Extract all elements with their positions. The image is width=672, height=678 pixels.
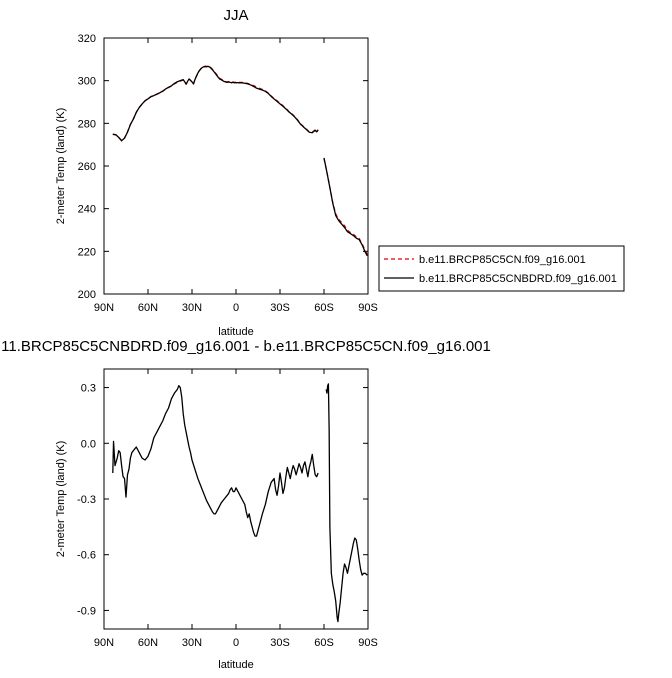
y-tick-label: 0.3 (81, 383, 96, 395)
x-tick-label: 30S (270, 637, 290, 649)
y-tick-label: 240 (78, 204, 96, 216)
x-tick-label: 60S (314, 302, 334, 314)
bottom-chart-x-axis-label: latitude (218, 659, 253, 671)
y-tick-label: -0.3 (77, 494, 96, 506)
y-tick-label: 300 (78, 76, 96, 88)
series-line-1 (323, 158, 368, 255)
legend-label-series-2: b.e11.BRCP85C5CNBDRD.f09_g16.001 (419, 273, 617, 285)
top-chart-x-axis-label: latitude (218, 326, 253, 338)
legend-label-series-1: b.e11.BRCP85C5CN.f09_g16.001 (419, 254, 586, 266)
y-tick-label: 280 (78, 118, 96, 130)
legend-entry-series-2: b.e11.BRCP85C5CNBDRD.f09_g16.001 (384, 273, 617, 285)
top-chart-y-axis-label: 2-meter Temp (land) (K) (55, 108, 67, 225)
series-line-2 (112, 65, 319, 142)
x-tick-label: 30N (182, 637, 202, 649)
x-tick-label: 90N (94, 302, 114, 314)
top-chart: JJA 200 220 240 260 280 300 320 90N 60N 30N 0 30S 6… (55, 7, 625, 338)
y-tick-label: -0.9 (77, 605, 96, 617)
x-tick-label: 30S (270, 302, 290, 314)
x-tick-label: 0 (233, 302, 239, 314)
top-chart-plot-frame (103, 37, 369, 295)
top-chart-series (112, 65, 368, 257)
x-tick-label: 90S (358, 637, 378, 649)
y-tick-label: 320 (78, 33, 96, 45)
legend-box (378, 245, 625, 292)
legend-entry-series-1: b.e11.BRCP85C5CN.f09_g16.001 (384, 254, 586, 266)
x-tick-label: 60N (138, 302, 158, 314)
bottom-chart-title: 11.BRCP85C5CNBDRD.f09_g16.001 - b.e11.BR… (1, 338, 491, 355)
y-tick-label: 200 (78, 289, 96, 301)
x-tick-label: 60N (138, 637, 158, 649)
series-line-1 (112, 385, 319, 537)
x-tick-label: 60S (314, 637, 334, 649)
x-tick-label: 90N (94, 637, 114, 649)
y-tick-label: 260 (78, 161, 96, 173)
x-tick-label: 90S (358, 302, 378, 314)
top-chart-title: JJA (223, 7, 248, 24)
bottom-chart: 11.BRCP85C5CNBDRD.f09_g16.001 - b.e11.BR… (1, 338, 491, 671)
series-line-2 (323, 157, 368, 257)
y-tick-label: 220 (78, 246, 96, 258)
y-tick-label: 0.0 (81, 438, 96, 450)
y-tick-label: -0.6 (77, 550, 96, 562)
top-chart-y-axis: 200 220 240 260 280 300 320 (78, 33, 368, 301)
bottom-chart-x-axis: 90N 60N 30N 0 30S 60S 90S (94, 369, 378, 649)
bottom-chart-y-axis: -0.9 -0.6 -0.3 0.0 0.3 (77, 383, 368, 617)
x-tick-label: 30N (182, 302, 202, 314)
bottom-chart-series (112, 383, 368, 623)
series-line-1 (325, 383, 368, 623)
top-chart-legend: b.e11.BRCP85C5CN.f09_g16.001 b.e11.BRCP8… (378, 245, 625, 292)
top-chart-x-axis: 90N 60N 30N 0 30S 60S 90S (94, 38, 378, 314)
bottom-chart-y-axis-label: 2-meter Temp (land) (K) (55, 441, 67, 558)
x-tick-label: 0 (233, 637, 239, 649)
